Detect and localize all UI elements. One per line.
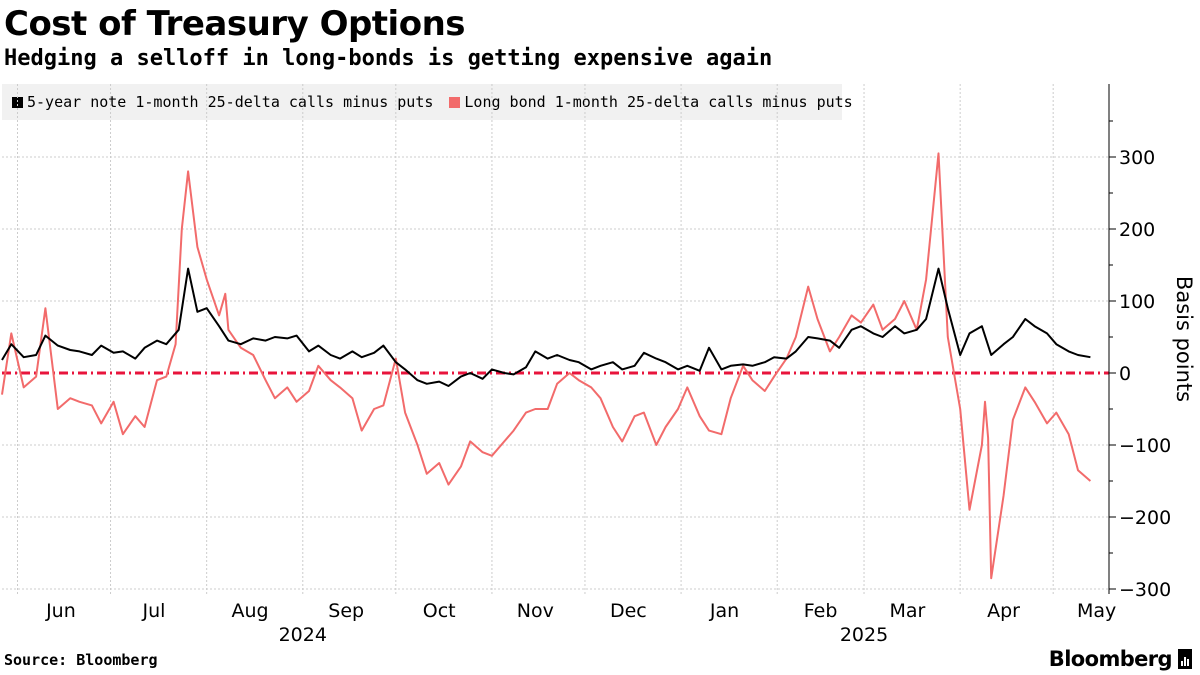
x-tick-label: Dec [610,600,647,622]
legend: 5-year note 1-month 25-delta calls minus… [2,84,853,120]
brand-name: Bloomberg [1048,647,1173,671]
y-tick-label: 0 [1119,363,1131,385]
y-axis: 300 200 100 0 −100 −200 −300 Basis points [1108,84,1196,601]
legend-label-long-bond: Long bond 1-month 25-delta calls minus p… [464,93,853,111]
x-tick-label: Jun [45,600,76,622]
x-tick-label: Sep [328,600,364,622]
x-tick-label: Apr [987,600,1020,622]
series-layer [1,152,1092,580]
y-tick-label: 200 [1119,219,1155,241]
y-tick-label: −300 [1119,579,1171,601]
x-tick-label: Jan [709,600,739,622]
brand-logo: Bloomberg [1049,647,1192,671]
chart-subtitle: Hedging a selloff in long-bonds is getti… [4,46,773,71]
series-line-long-bond [1,152,1092,580]
x-tick-label: Mar [890,600,926,622]
y-tick-label: 100 [1119,291,1155,313]
x-tick-label: Oct [423,600,456,622]
x-tick-label: Aug [232,600,269,622]
y-axis-label: Basis points [1172,276,1196,402]
chart-title: Cost of Treasury Options [4,4,466,44]
legend-swatch-long-bond [449,96,461,108]
x-tick-label: May [1077,600,1116,622]
y-tick-label: 300 [1119,147,1155,169]
legend-label-five-year: 5-year note 1-month 25-delta calls minus… [27,93,434,111]
grid [2,84,1109,594]
x-tick-label: Nov [517,600,554,622]
x-year-label: 2024 [279,624,327,646]
x-axis: Jun Jul Aug Sep Oct Nov Dec Jan Feb Mar Apr May 2024… [45,600,1116,646]
bar-chart-icon [1178,649,1192,669]
y-tick-label: −100 [1119,435,1171,457]
legend-item-long-bond: Long bond 1-month 25-delta calls minus p… [449,93,853,111]
y-tick-label: −200 [1119,507,1171,529]
x-tick-label: Jul [141,600,165,622]
series-line-five-year [1,267,1091,387]
source-note: Source: Bloomberg [4,651,158,669]
x-tick-label: Feb [804,600,838,622]
x-year-label: 2025 [840,624,888,646]
